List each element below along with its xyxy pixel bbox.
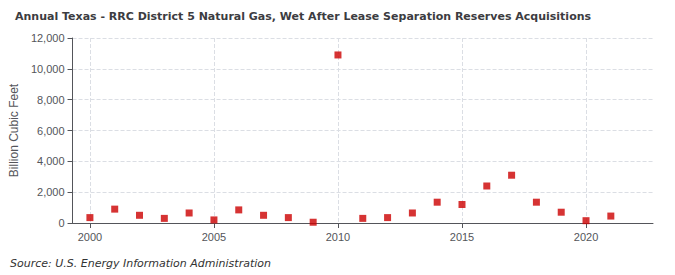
svg-text:4,000: 4,000 (37, 155, 65, 167)
svg-text:2000: 2000 (78, 231, 102, 243)
svg-text:0: 0 (58, 217, 64, 229)
svg-text:12,000: 12,000 (31, 32, 65, 44)
svg-text:2005: 2005 (202, 231, 226, 243)
svg-text:Source: U.S. Energy Informatio: Source: U.S. Energy Information Administ… (10, 257, 271, 270)
svg-text:2010: 2010 (326, 231, 350, 243)
svg-text:2,000: 2,000 (37, 186, 65, 198)
svg-text:2015: 2015 (450, 231, 474, 243)
svg-text:2020: 2020 (574, 231, 598, 243)
svg-text:10,000: 10,000 (31, 63, 65, 75)
svg-text:6,000: 6,000 (37, 125, 65, 137)
svg-text:Billion Cubic Feet: Billion Cubic Feet (7, 83, 21, 177)
svg-text:Annual Texas - RRC District 5: Annual Texas - RRC District 5 Natural Ga… (15, 10, 592, 23)
svg-text:8,000: 8,000 (37, 94, 65, 106)
